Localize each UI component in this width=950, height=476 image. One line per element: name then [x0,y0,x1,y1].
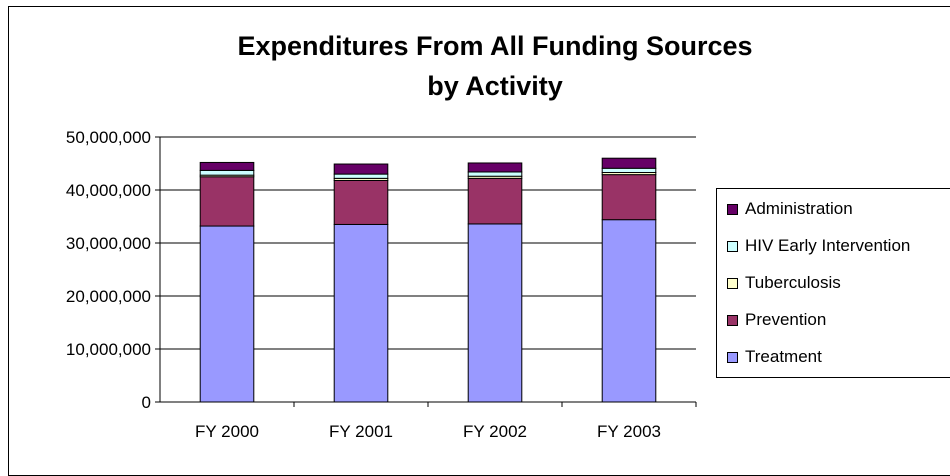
bar-hiv-early-intervention-fy-2001 [333,173,389,179]
bar-treatment-fy-2002 [467,223,523,403]
legend-item-tuberculosis: Tuberculosis [727,272,841,294]
bar-treatment-fy-2000 [199,225,255,403]
bar-hiv-early-intervention-fy-2003 [601,167,657,174]
y-tick-label: 10,000,000 [66,340,151,359]
bar-treatment-fy-2003 [601,219,657,403]
y-tick-label: 30,000,000 [66,234,151,253]
bar-prevention-fy-2002 [467,177,523,225]
y-tick-label: 0 [142,393,151,412]
bar-treatment-fy-2001 [333,223,389,403]
chart-title-line2: by Activity [427,71,563,101]
legend-swatch-tuberculosis [727,277,738,289]
legend-label-treatment: Treatment [745,347,822,366]
x-tick-label: FY 2001 [329,422,393,441]
legend-swatch-hiv-early-intervention [727,240,738,252]
y-tick-label: 40,000,000 [66,181,151,200]
chart-title-line1: Expenditures From All Funding Sources [237,31,753,61]
legend-swatch-prevention [727,314,738,326]
bar-hiv-early-intervention-fy-2002 [467,171,523,177]
legend-item-prevention: Prevention [727,309,826,331]
legend-swatch-administration [727,203,738,215]
y-tick-label: 20,000,000 [66,287,151,306]
bar-hiv-early-intervention-fy-2000 [199,169,255,176]
bar-administration-fy-2003 [601,157,657,169]
legend-swatch-treatment [727,351,738,363]
legend-item-hiv-early-intervention: HIV Early Intervention [727,235,910,257]
legend-label-prevention: Prevention [745,310,827,329]
legend-item-treatment: Treatment [727,346,822,368]
x-tick-label: FY 2003 [597,422,661,441]
y-tick-label: 50,000,000 [66,128,151,147]
legend-label-administration: Administration [745,199,853,218]
x-tick-label: FY 2002 [463,422,527,441]
bar-prevention-fy-2003 [601,174,657,221]
bar-administration-fy-2000 [199,161,255,171]
bar-administration-fy-2001 [333,163,389,175]
legend-item-administration: Administration [727,198,853,220]
legend-label-hiv-early-intervention: HIV Early Intervention [745,236,911,255]
legend-label-tuberculosis: Tuberculosis [745,273,841,292]
x-tick-label: FY 2000 [195,422,259,441]
bar-prevention-fy-2000 [199,176,255,227]
legend: Administration HIV Early Intervention Tu… [716,188,950,378]
bar-prevention-fy-2001 [333,179,389,225]
bar-administration-fy-2002 [467,162,523,173]
